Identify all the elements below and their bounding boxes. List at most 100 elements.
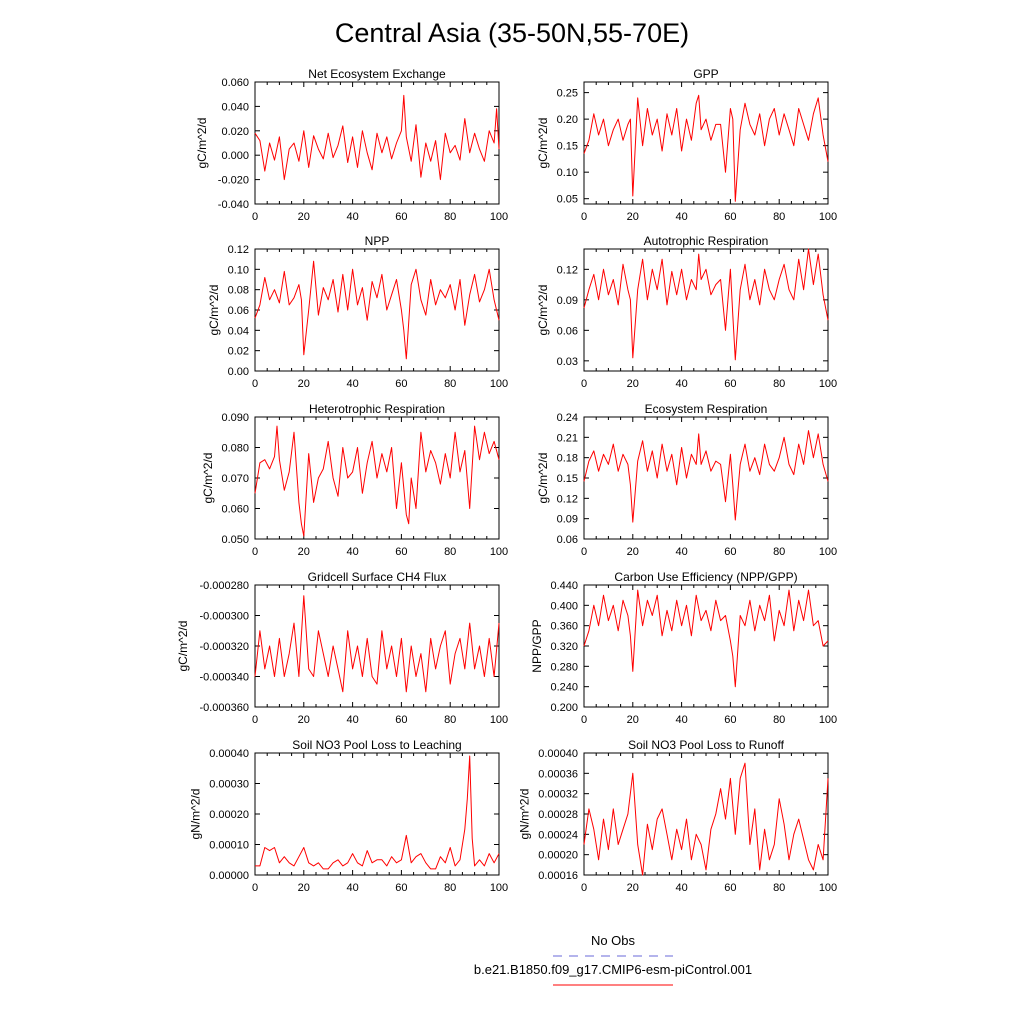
chart-7-ytick-label: -0.000320: [199, 641, 249, 653]
chart-6-xtick-label: 0: [581, 546, 587, 558]
chart-9-xtick-label: 80: [444, 882, 456, 894]
chart-5-ytick-label: 0.090: [221, 412, 249, 424]
chart-5-ytick-label: 0.070: [221, 473, 249, 485]
chart-2-ytick-label: 0.05: [557, 194, 578, 206]
chart-7-xtick-label: 20: [298, 714, 310, 726]
chart-9-ytick-label: 0.00010: [209, 840, 249, 852]
chart-10-series-line: [583, 762, 829, 876]
chart-9-xtick-label: 0: [252, 882, 258, 894]
chart-7-ytick-label: -0.000340: [199, 672, 249, 684]
legend: No Obs b.e21.B1850.f09_g17.CMIP6-esm-piC…: [474, 933, 752, 986]
chart-7-ytick-label: -0.000360: [199, 702, 249, 714]
chart-2-ytick-label: 0.25: [557, 88, 578, 100]
chart-7: Gridcell Surface CH4 Flux 0 20 40 60 80 100 -0.…: [176, 570, 508, 726]
chart-5-xtick-label: 20: [298, 546, 310, 558]
chart-9-series-line: [255, 755, 500, 870]
chart-3-xtick-label: 80: [444, 378, 456, 390]
chart-9-xtick-label: 20: [298, 882, 310, 894]
chart-9-ytick-label: 0.00030: [209, 779, 249, 791]
chart-7-xtick-label: 40: [346, 714, 358, 726]
chart-3-xtick-label: 20: [298, 378, 310, 390]
chart-5-xtick-label: 100: [490, 546, 508, 558]
chart-1-ytick-label: 0.020: [221, 126, 249, 138]
chart-3-ylabel: gC/m^2/d: [207, 285, 221, 336]
chart-8-frame: [583, 584, 829, 708]
chart-7-xtick-label: 100: [490, 714, 508, 726]
chart-3-ytick-label: 0.12: [228, 244, 249, 256]
chart-8-series-line: [583, 589, 829, 688]
figure-title: Central Asia (35-50N,55-70E): [335, 18, 689, 48]
chart-10-xtick-label: 40: [675, 882, 687, 894]
chart-9-frame: [254, 752, 500, 876]
chart-1-ytick-label: -0.040: [218, 199, 249, 211]
chart-1-ytick-label: -0.020: [218, 175, 249, 187]
chart-9-xtick-label: 100: [490, 882, 508, 894]
chart-7-xtick-label: 60: [395, 714, 407, 726]
chart-8-xtick-label: 60: [724, 714, 736, 726]
chart-6-frame: [583, 416, 829, 540]
chart-10-ytick-label: 0.00040: [538, 748, 578, 760]
chart-7-ylabel: gC/m^2/d: [176, 621, 190, 672]
chart-5-ytick-label: 0.080: [221, 443, 249, 455]
chart-6: Ecosystem Respiration 0 20 40 60 80 100 0.06 0.0…: [536, 402, 837, 558]
chart-5-series-line: [254, 425, 500, 537]
chart-6-xtick-label: 80: [773, 546, 785, 558]
chart-10-ytick-label: 0.00036: [538, 768, 578, 780]
chart-4-xtick-label: 100: [819, 378, 837, 390]
chart-9: Soil NO3 Pool Loss to Leaching 0 20 40 60 80 1…: [189, 738, 509, 894]
chart-3-series-line: [254, 260, 500, 360]
chart-6-ytick-label: 0.09: [557, 514, 578, 526]
chart-8-xtick-label: 20: [627, 714, 639, 726]
legend-obs-label: No Obs: [591, 933, 636, 948]
legend-model-label: b.e21.B1850.f09_g17.CMIP6-esm-piControl.…: [474, 962, 752, 977]
chart-1-xtick-label: 0: [252, 211, 258, 223]
chart-1-title: Net Ecosystem Exchange: [308, 67, 446, 81]
chart-8-ytick-label: 0.200: [550, 702, 578, 714]
chart-10-xtick-label: 80: [773, 882, 785, 894]
chart-10-ytick-label: 0.00032: [538, 789, 578, 801]
chart-5-xtick-label: 0: [252, 546, 258, 558]
chart-2-frame: [583, 81, 829, 205]
chart-4-xtick-label: 20: [627, 378, 639, 390]
chart-5-title: Heterotrophic Respiration: [309, 402, 445, 416]
chart-10-ytick-label: 0.00024: [538, 829, 578, 841]
chart-4-ytick-label: 0.12: [557, 264, 578, 276]
chart-4-ytick-label: 0.03: [557, 356, 578, 368]
chart-8-xtick-label: 100: [819, 714, 837, 726]
chart-5-ytick-label: 0.060: [221, 504, 249, 516]
chart-6-xtick-label: 100: [819, 546, 837, 558]
chart-7-xtick-label: 80: [444, 714, 456, 726]
chart-2-xtick-label: 40: [675, 211, 687, 223]
chart-5: Heterotrophic Respiration 0 20 40 60 80 100 0.0…: [201, 402, 508, 558]
chart-2-xtick-label: 100: [819, 211, 837, 223]
chart-9-xtick-label: 60: [395, 882, 407, 894]
chart-6-ytick-label: 0.18: [557, 453, 578, 465]
chart-10-xtick-label: 20: [627, 882, 639, 894]
chart-8-ytick-label: 0.320: [550, 641, 578, 653]
chart-8-ylabel: NPP/GPP: [530, 619, 544, 672]
chart-2: GPP 0 20 40 60 80 100 0.05 0.10 0.15 0.20 0.25 gC/m^…: [536, 67, 837, 223]
chart-4-xtick-label: 60: [724, 378, 736, 390]
chart-8-ytick-label: 0.400: [550, 600, 578, 612]
chart-1-xtick-label: 60: [395, 211, 407, 223]
chart-9-title: Soil NO3 Pool Loss to Leaching: [292, 738, 461, 752]
chart-6-ytick-label: 0.06: [557, 534, 578, 546]
chart-2-xtick-label: 80: [773, 211, 785, 223]
chart-4-xtick-label: 0: [581, 378, 587, 390]
chart-6-ytick-label: 0.12: [557, 493, 578, 505]
chart-1-ytick-label: 0.040: [221, 101, 249, 113]
chart-2-ytick-label: 0.15: [557, 141, 578, 153]
chart-2-series-line: [583, 94, 829, 202]
chart-3-ytick-label: 0.04: [228, 325, 249, 337]
chart-4-xtick-label: 40: [675, 378, 687, 390]
chart-2-xtick-label: 20: [627, 211, 639, 223]
chart-8-title: Carbon Use Efficiency (NPP/GPP): [614, 570, 797, 584]
chart-6-ytick-label: 0.15: [557, 473, 578, 485]
chart-7-xtick-label: 0: [252, 714, 258, 726]
chart-9-xtick-label: 40: [346, 882, 358, 894]
chart-8-xtick-label: 80: [773, 714, 785, 726]
chart-3-ytick-label: 0.10: [228, 264, 249, 276]
chart-4-ytick-label: 0.09: [557, 295, 578, 307]
chart-3-xtick-label: 100: [490, 378, 508, 390]
